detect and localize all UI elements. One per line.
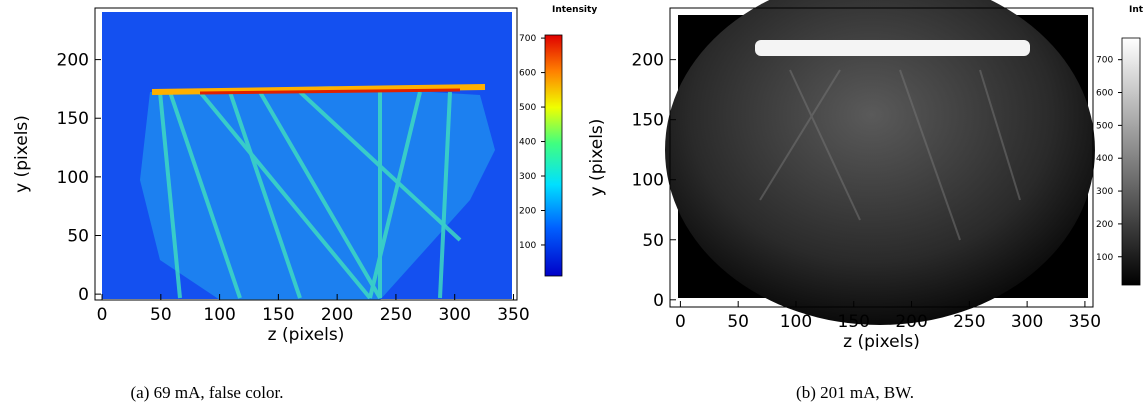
y-tick-label: 50: [642, 231, 664, 251]
colorbar-tick-label: 500: [1096, 121, 1113, 131]
x-axis-label: z (pixels): [843, 332, 920, 352]
x-tick-label: 50: [150, 305, 172, 325]
colorbar-tick-label: 700: [519, 34, 536, 44]
x-tick-label: 100: [780, 312, 812, 332]
x-tick-label: 150: [262, 305, 294, 325]
y-tick-label: 100: [57, 168, 89, 188]
colorbar-tick-label: 100: [519, 241, 536, 251]
colorbar-tick-label: 200: [1096, 220, 1113, 230]
x-tick-label: 0: [97, 305, 108, 325]
y-axis-label: y (pixels): [587, 119, 607, 197]
x-tick-label: 50: [727, 312, 749, 332]
y-tick-label: 150: [57, 109, 89, 129]
x-tick-label: 200: [321, 305, 353, 325]
x-tick-label: 300: [438, 305, 470, 325]
caption: (b) 201 mA, BW.: [796, 383, 914, 402]
colorbar-tick-label: 600: [1096, 89, 1113, 99]
y-tick-label: 0: [653, 291, 664, 311]
colorbar-tick-label: 300: [1096, 187, 1113, 197]
colorbar-title: Intensity: [552, 5, 597, 15]
caption: (a) 69 mA, false color.: [131, 383, 284, 402]
colorbar: [544, 34, 563, 277]
colorbar-tick-label: 500: [519, 103, 536, 113]
colorbar: [1121, 37, 1141, 286]
x-tick-label: 100: [203, 305, 235, 325]
x-tick-label: 0: [675, 312, 686, 332]
colorbar-title: Intensity: [1129, 5, 1143, 15]
plot-frame: [94, 7, 518, 301]
y-tick-label: 150: [632, 111, 664, 131]
colorbar-tick-label: 200: [519, 206, 536, 216]
colorbar-tick-label: 600: [519, 69, 536, 79]
image-a: [102, 12, 512, 300]
x-tick-label: 250: [380, 305, 412, 325]
y-tick-label: 0: [78, 285, 89, 305]
y-tick-label: 50: [67, 227, 89, 247]
x-tick-label: 350: [497, 305, 529, 325]
colorbar-tick-label: 400: [1096, 154, 1113, 164]
x-tick-label: 250: [953, 312, 985, 332]
plot-frame: [669, 7, 1094, 308]
y-tick-label: 200: [57, 51, 89, 71]
x-axis-label: z (pixels): [268, 325, 345, 345]
colorbar-tick-label: 300: [519, 172, 536, 182]
y-axis-label: y (pixels): [12, 115, 32, 193]
colorbar-tick-label: 700: [1096, 56, 1113, 66]
x-tick-label: 150: [838, 312, 870, 332]
y-tick-label: 100: [632, 171, 664, 191]
x-tick-label: 200: [895, 312, 927, 332]
x-tick-label: 350: [1069, 312, 1101, 332]
colorbar-tick-label: 400: [519, 138, 536, 148]
colorbar-tick-label: 100: [1096, 253, 1113, 263]
image-b: [665, 0, 1095, 325]
x-tick-label: 300: [1011, 312, 1043, 332]
y-tick-label: 200: [632, 51, 664, 71]
